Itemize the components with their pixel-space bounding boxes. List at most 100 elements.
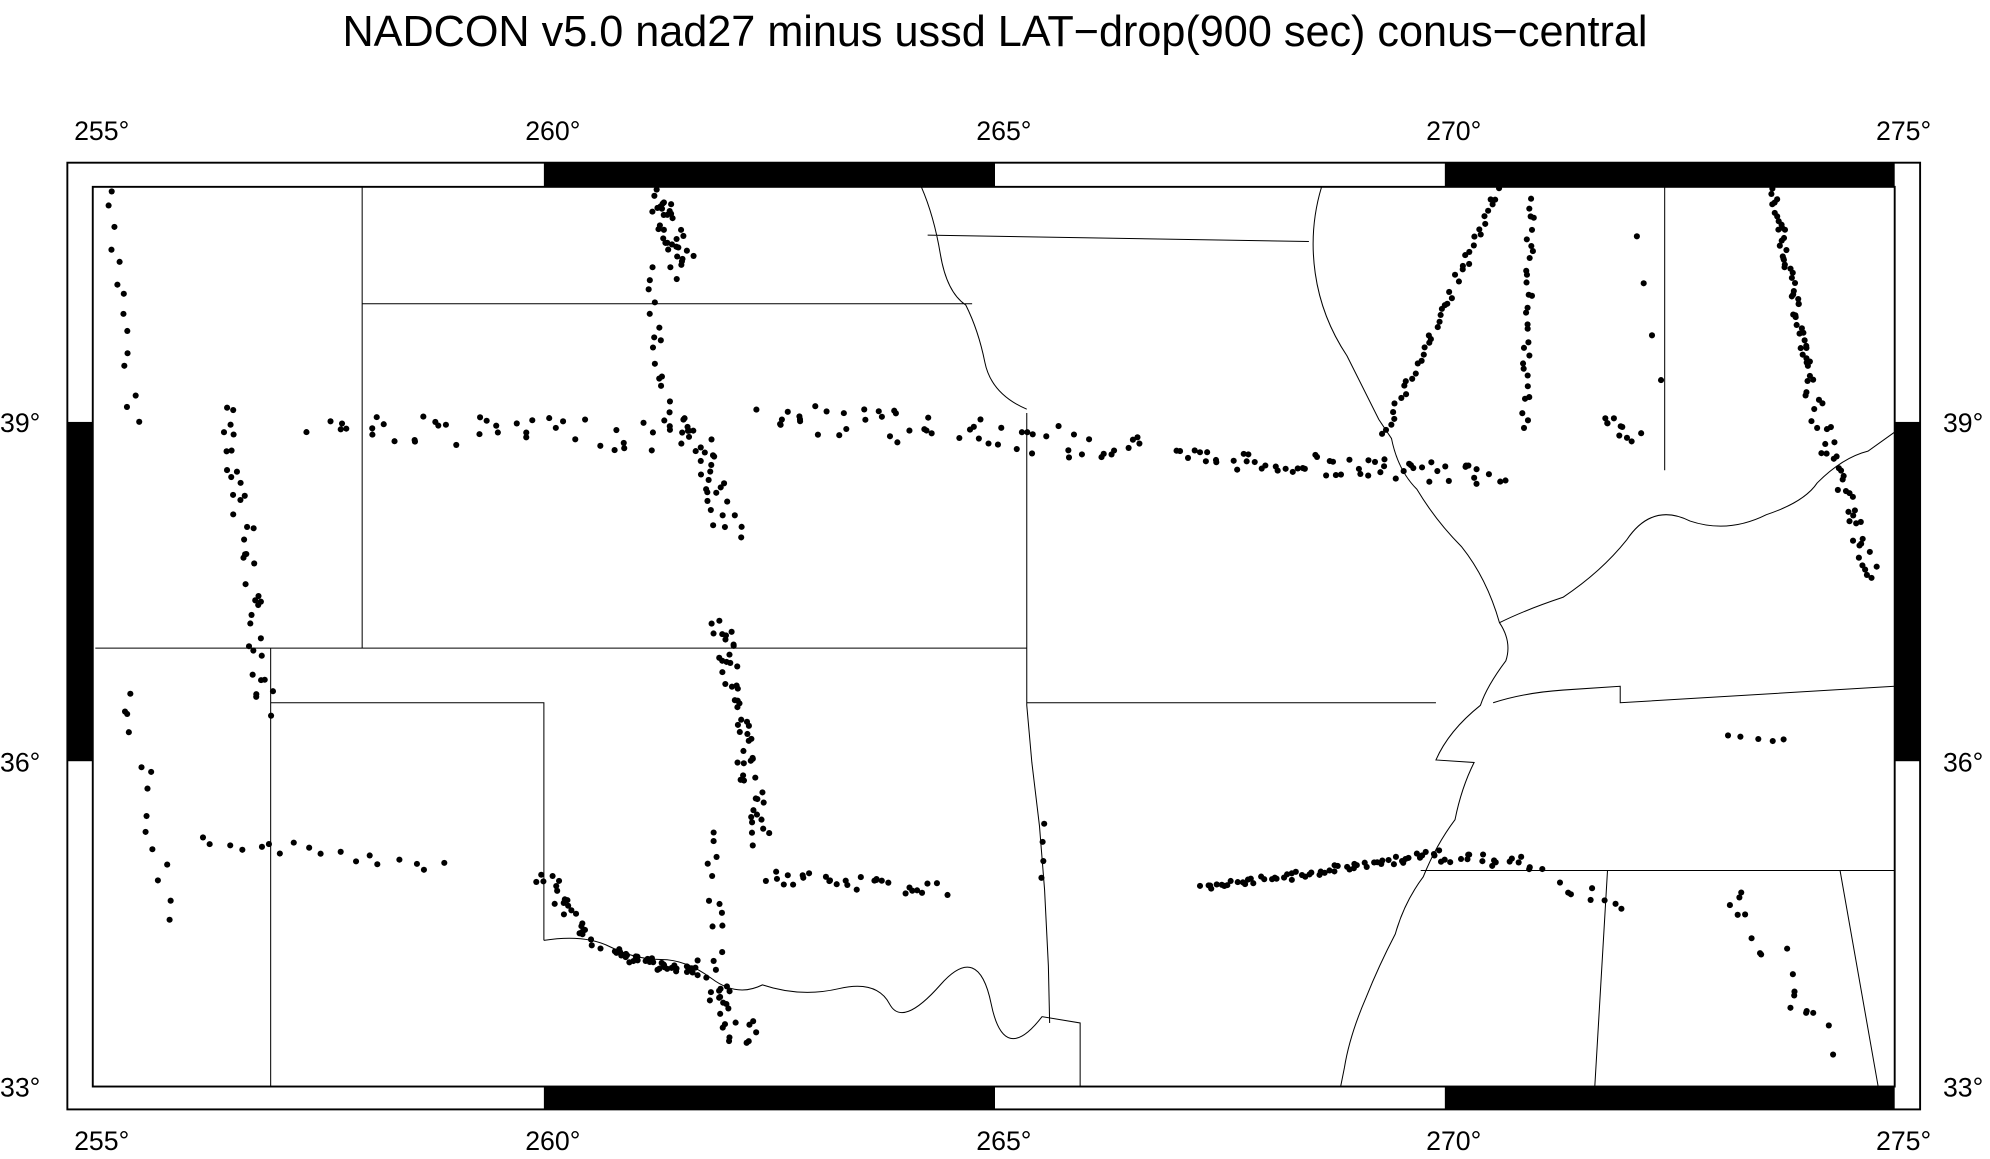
point	[1444, 300, 1451, 307]
point	[1459, 262, 1466, 269]
point	[1134, 434, 1141, 441]
point	[1737, 733, 1744, 740]
point	[753, 406, 760, 413]
map-frame	[66, 161, 1922, 1111]
point	[239, 846, 246, 853]
point	[710, 957, 717, 965]
point	[317, 850, 324, 857]
point	[1207, 882, 1214, 889]
point	[651, 299, 658, 306]
point	[728, 628, 735, 635]
point	[717, 484, 724, 491]
point	[1258, 465, 1265, 472]
point	[657, 337, 664, 344]
point	[582, 416, 589, 423]
point	[1528, 226, 1536, 233]
point	[565, 902, 572, 909]
point	[649, 344, 657, 351]
point	[861, 406, 868, 413]
point	[843, 425, 850, 433]
point	[1830, 1051, 1837, 1058]
point	[1520, 360, 1527, 367]
point	[681, 415, 688, 422]
point	[1078, 451, 1085, 458]
lon-label: 265°	[976, 1126, 1031, 1156]
point	[674, 253, 681, 260]
point	[713, 853, 720, 860]
point	[580, 927, 587, 934]
point	[108, 188, 115, 195]
point	[572, 436, 579, 443]
point	[617, 948, 624, 956]
point	[529, 417, 536, 424]
point	[1326, 457, 1333, 465]
point	[1451, 271, 1459, 278]
point	[666, 409, 673, 416]
point	[906, 427, 913, 434]
point	[722, 680, 729, 688]
point	[1420, 351, 1427, 358]
point	[1426, 478, 1433, 485]
point	[1520, 424, 1528, 431]
point	[533, 878, 540, 886]
frame-bar	[67, 421, 93, 762]
point	[725, 1005, 732, 1012]
point	[1418, 464, 1426, 471]
point	[1346, 456, 1353, 463]
frame-bar	[1444, 1086, 1895, 1110]
point	[862, 416, 869, 423]
point	[1251, 458, 1258, 466]
point	[1506, 858, 1513, 865]
point	[352, 858, 360, 865]
point	[1407, 462, 1414, 469]
point	[743, 718, 751, 725]
point	[252, 597, 259, 604]
point	[701, 449, 708, 456]
point	[1780, 234, 1788, 242]
point	[694, 957, 701, 964]
point	[1043, 433, 1050, 440]
point	[749, 842, 756, 849]
point	[1633, 233, 1640, 240]
point	[717, 1010, 724, 1017]
point	[127, 690, 134, 697]
point	[738, 534, 745, 541]
point	[1065, 454, 1073, 461]
point	[697, 444, 704, 451]
point	[649, 264, 656, 271]
point	[1040, 858, 1047, 865]
point	[1587, 896, 1594, 903]
point	[673, 965, 680, 972]
point	[494, 429, 501, 436]
point	[719, 512, 726, 519]
point	[796, 413, 803, 420]
point	[719, 922, 726, 929]
point	[513, 420, 520, 427]
point	[806, 870, 813, 877]
point	[1529, 248, 1536, 255]
point	[690, 252, 697, 259]
point	[871, 877, 878, 884]
point	[1818, 450, 1825, 457]
point	[1748, 935, 1755, 942]
point	[1855, 554, 1862, 561]
point	[842, 877, 849, 884]
point	[1803, 344, 1810, 352]
point	[697, 457, 704, 465]
point	[977, 416, 984, 423]
point	[694, 972, 701, 979]
point	[1436, 847, 1443, 854]
point	[483, 417, 490, 424]
point	[1390, 409, 1397, 416]
point	[1381, 463, 1388, 470]
point	[154, 877, 161, 884]
point	[878, 877, 885, 884]
point	[1428, 459, 1435, 466]
point	[1771, 199, 1778, 206]
point	[223, 448, 230, 455]
point	[380, 421, 387, 428]
point	[660, 199, 667, 206]
point	[703, 974, 710, 981]
point	[1065, 447, 1072, 454]
point	[248, 611, 255, 618]
